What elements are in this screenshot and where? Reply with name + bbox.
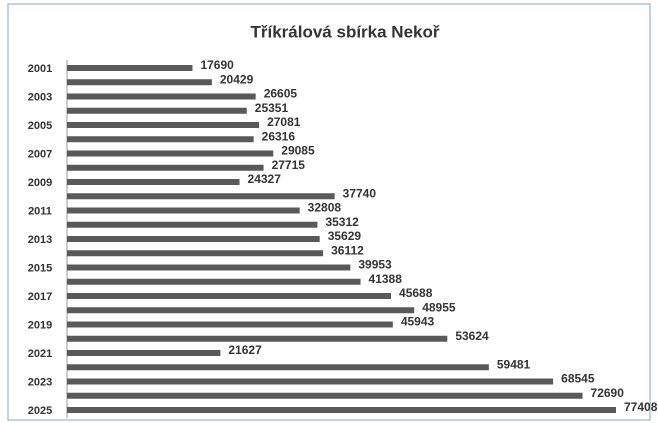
bar [67, 122, 260, 128]
data-label: 45688 [399, 286, 433, 300]
bar [67, 250, 324, 257]
chart-title: Tříkrálová sbírka Nekoř [251, 22, 440, 41]
y-tick-label: 2003 [28, 91, 52, 103]
y-tick-label: 2023 [28, 376, 52, 388]
data-label: 32808 [308, 201, 342, 215]
bar [67, 335, 448, 342]
data-label: 53624 [455, 329, 489, 343]
bar [67, 107, 247, 114]
bar [67, 179, 240, 185]
data-label: 27715 [272, 158, 306, 172]
data-label: 59481 [497, 357, 531, 371]
bar [67, 150, 274, 157]
bar [67, 193, 335, 200]
bar [67, 236, 320, 242]
data-label: 45943 [401, 315, 435, 329]
y-tick-label: 2017 [28, 291, 52, 303]
data-label: 37740 [343, 186, 377, 200]
y-tick-label: 2013 [28, 234, 52, 246]
y-tick-label: 2009 [28, 177, 52, 189]
bar [67, 407, 616, 413]
data-label: 68545 [561, 372, 595, 386]
bar [67, 321, 393, 328]
bar [67, 264, 351, 271]
bar [67, 307, 415, 314]
data-label: 17690 [200, 58, 234, 72]
bar [67, 350, 221, 356]
data-label: 72690 [591, 386, 625, 400]
bar [67, 79, 212, 86]
bar [67, 378, 554, 385]
data-label: 48955 [422, 300, 456, 314]
y-tick-label: 2001 [28, 63, 52, 75]
data-label: 36112 [331, 243, 364, 257]
data-label: 35629 [328, 229, 362, 243]
bar [67, 93, 256, 100]
bar [67, 278, 361, 285]
bar [67, 364, 489, 371]
y-tick-label: 2019 [28, 319, 52, 331]
data-label: 77408 [624, 400, 658, 414]
bar [67, 221, 318, 228]
y-tick-label: 2021 [28, 348, 52, 360]
y-tick-label: 2015 [28, 262, 52, 274]
data-label: 35312 [325, 215, 359, 229]
data-label: 21627 [228, 343, 262, 357]
bar [67, 293, 392, 299]
data-label: 26605 [264, 87, 298, 101]
y-tick-label: 2007 [28, 148, 52, 160]
data-label: 24327 [248, 172, 282, 186]
bar [67, 65, 193, 71]
data-label: 25351 [255, 101, 289, 115]
y-tick-label: 2025 [28, 405, 52, 417]
data-label: 26316 [262, 129, 296, 143]
bar [67, 164, 264, 171]
y-tick-label: 2005 [28, 120, 52, 132]
data-label: 29085 [281, 144, 315, 158]
data-label: 41388 [369, 272, 403, 286]
data-label: 39953 [358, 258, 392, 272]
bar [67, 136, 254, 143]
data-label: 20429 [220, 72, 254, 86]
bar [67, 207, 300, 214]
bar [67, 392, 583, 399]
data-label: 27081 [267, 115, 301, 129]
y-tick-label: 2011 [28, 205, 52, 217]
